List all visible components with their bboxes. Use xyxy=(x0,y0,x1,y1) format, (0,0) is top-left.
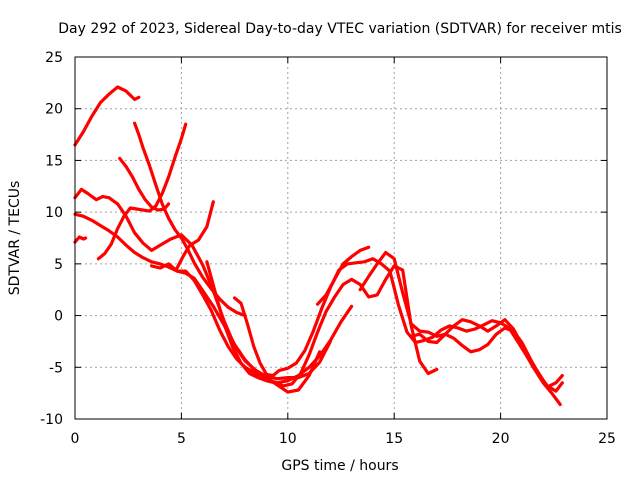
x-tick-label: 0 xyxy=(71,431,80,447)
series-line-sat-f xyxy=(73,235,88,244)
y-tick-label: 5 xyxy=(54,257,63,273)
x-tick-label: 15 xyxy=(385,431,403,447)
y-tick-label: 25 xyxy=(45,50,63,66)
x-tick-label: 25 xyxy=(598,431,616,447)
y-tick-label: 15 xyxy=(45,153,63,169)
series-line-sat-a xyxy=(73,85,141,147)
series-line-sat-i xyxy=(175,200,215,270)
y-axis-title: SDTVAR / TECUs xyxy=(7,181,23,296)
y-tick-label: -10 xyxy=(40,412,63,428)
series-line-sat-k xyxy=(233,257,562,407)
y-tick-label: 10 xyxy=(45,205,63,221)
plot-frame xyxy=(74,56,608,420)
x-tick-label: 10 xyxy=(279,431,297,447)
y-tick-label: 0 xyxy=(54,309,63,325)
series-layer xyxy=(73,85,564,407)
series-line-sat-n xyxy=(409,318,564,389)
x-axis-title: GPS time / hours xyxy=(281,458,398,474)
tick-layer: 0 5 10 15 20 25 -10 -5 0 5 10 15 20 25 xyxy=(40,50,616,447)
x-tick-label: 20 xyxy=(492,431,510,447)
series-line-sat-g xyxy=(96,122,188,261)
series-line-sat-h xyxy=(150,262,322,394)
y-tick-label: 20 xyxy=(45,102,63,118)
series-line-sat-l xyxy=(316,245,371,306)
series-line-sat-d xyxy=(73,187,332,381)
y-tick-label: -5 xyxy=(49,360,63,376)
series-line-sat-c xyxy=(118,156,171,212)
chart-title: Day 292 of 2023, Sidereal Day-to-day VTE… xyxy=(58,21,622,37)
x-tick-label: 5 xyxy=(177,431,186,447)
series-line-sat-j xyxy=(205,260,439,388)
grid-layer xyxy=(75,57,607,419)
series-line-sat-b xyxy=(133,121,247,318)
